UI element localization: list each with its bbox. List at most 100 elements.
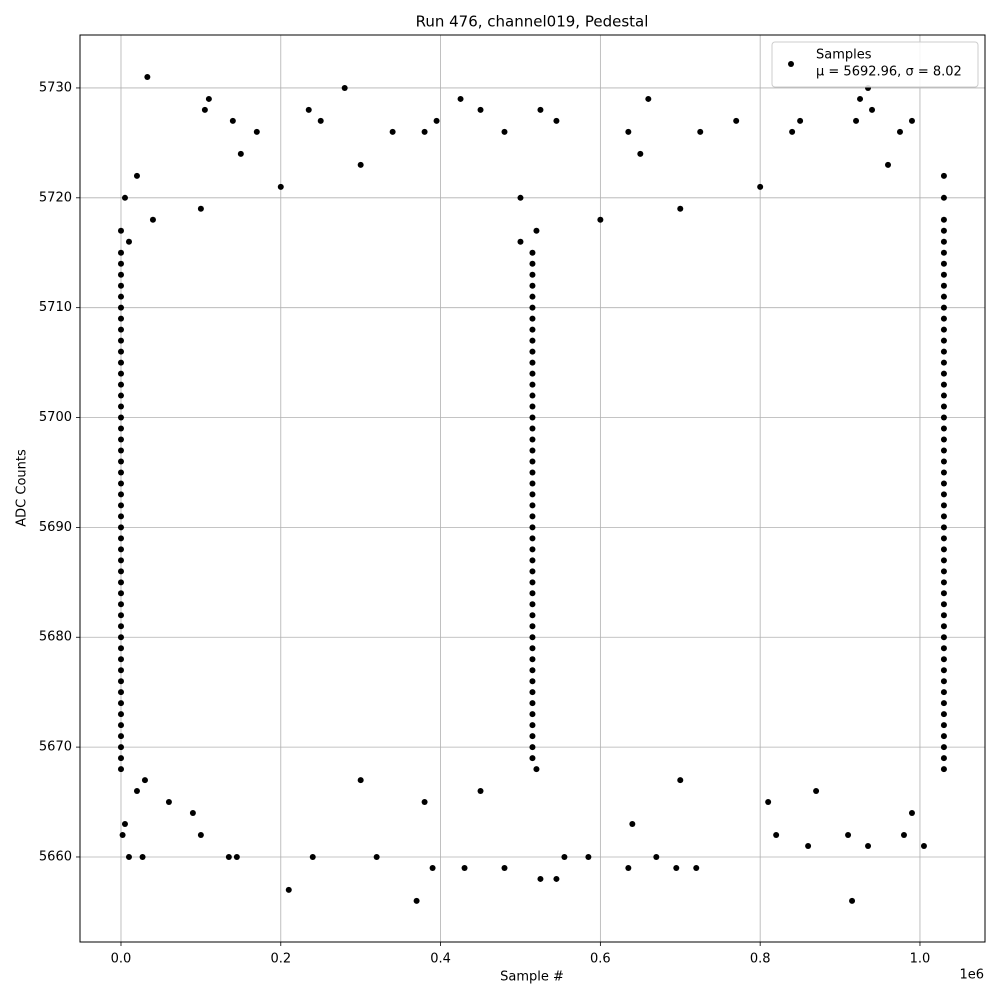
data-point xyxy=(119,831,126,838)
data-point xyxy=(529,623,536,630)
data-point xyxy=(529,315,536,322)
data-point xyxy=(900,831,907,838)
data-point xyxy=(189,810,196,817)
data-point xyxy=(117,370,124,377)
data-point xyxy=(733,117,740,124)
data-point xyxy=(940,293,947,300)
data-point xyxy=(125,238,132,245)
data-point xyxy=(529,590,536,597)
data-point xyxy=(529,381,536,388)
data-point xyxy=(940,634,947,641)
data-point xyxy=(201,106,208,113)
data-point xyxy=(533,227,540,234)
data-point xyxy=(625,864,632,871)
data-point xyxy=(940,645,947,652)
data-point xyxy=(940,436,947,443)
data-point xyxy=(529,502,536,509)
chart-title: Run 476, channel019, Pedestal xyxy=(416,13,649,31)
data-point xyxy=(940,359,947,366)
data-point xyxy=(529,447,536,454)
y-tick-label: 5670 xyxy=(39,740,72,755)
data-point xyxy=(920,842,927,849)
data-point xyxy=(117,436,124,443)
data-point xyxy=(529,524,536,531)
data-point xyxy=(529,546,536,553)
x-tick-label: 0.0 xyxy=(111,952,132,967)
data-point xyxy=(869,106,876,113)
data-point xyxy=(141,777,148,784)
data-point xyxy=(940,337,947,344)
data-point xyxy=(940,315,947,322)
data-point xyxy=(229,117,236,124)
data-point xyxy=(305,106,312,113)
data-point xyxy=(117,645,124,652)
y-tick-label: 5700 xyxy=(39,410,72,425)
data-point xyxy=(529,755,536,762)
data-point xyxy=(309,853,316,860)
data-point xyxy=(940,458,947,465)
data-point xyxy=(529,392,536,399)
data-point xyxy=(553,875,560,882)
data-point xyxy=(529,634,536,641)
data-point xyxy=(529,645,536,652)
data-point xyxy=(645,95,652,102)
data-point xyxy=(117,502,124,509)
data-point xyxy=(233,853,240,860)
data-point xyxy=(433,117,440,124)
data-point xyxy=(117,227,124,234)
data-point xyxy=(117,579,124,586)
data-point xyxy=(357,777,364,784)
data-point xyxy=(529,689,536,696)
data-point xyxy=(529,722,536,729)
data-point xyxy=(197,205,204,212)
data-point xyxy=(537,875,544,882)
x-tick-label: 0.8 xyxy=(750,952,771,967)
data-point xyxy=(117,601,124,608)
data-point xyxy=(117,293,124,300)
data-point xyxy=(940,326,947,333)
data-point xyxy=(553,117,560,124)
data-point xyxy=(940,425,947,432)
data-point xyxy=(529,667,536,674)
data-point xyxy=(940,755,947,762)
data-point xyxy=(561,853,568,860)
data-point xyxy=(117,337,124,344)
plot-frame xyxy=(79,34,986,943)
data-point xyxy=(501,864,508,871)
data-point xyxy=(117,315,124,322)
data-point xyxy=(940,733,947,740)
y-tick-label: 5690 xyxy=(39,520,72,535)
y-tick-label: 5720 xyxy=(39,190,72,205)
data-point xyxy=(529,414,536,421)
data-point xyxy=(421,799,428,806)
data-point xyxy=(940,227,947,234)
data-point xyxy=(117,326,124,333)
data-point xyxy=(940,513,947,520)
data-point xyxy=(373,853,380,860)
data-point xyxy=(629,821,636,828)
data-point xyxy=(537,106,544,113)
data-point xyxy=(865,842,872,849)
data-point xyxy=(529,370,536,377)
data-point xyxy=(117,458,124,465)
data-point xyxy=(849,897,856,904)
data-point xyxy=(529,282,536,289)
legend-annotation: μ = 5692.96, σ = 8.02 xyxy=(816,65,962,80)
data-point xyxy=(940,502,947,509)
data-point xyxy=(117,568,124,575)
data-point xyxy=(117,381,124,388)
data-point xyxy=(117,414,124,421)
data-point xyxy=(125,853,132,860)
data-point xyxy=(885,161,892,168)
x-offset-label: 1e6 xyxy=(959,968,984,983)
data-point xyxy=(845,831,852,838)
data-point xyxy=(149,216,156,223)
data-point xyxy=(529,436,536,443)
x-tick-label: 0.6 xyxy=(590,952,611,967)
data-point xyxy=(529,513,536,520)
y-axis-label: ADC Counts xyxy=(15,449,30,527)
data-point xyxy=(693,864,700,871)
data-point xyxy=(429,864,436,871)
data-point xyxy=(940,392,947,399)
data-point xyxy=(133,172,140,179)
